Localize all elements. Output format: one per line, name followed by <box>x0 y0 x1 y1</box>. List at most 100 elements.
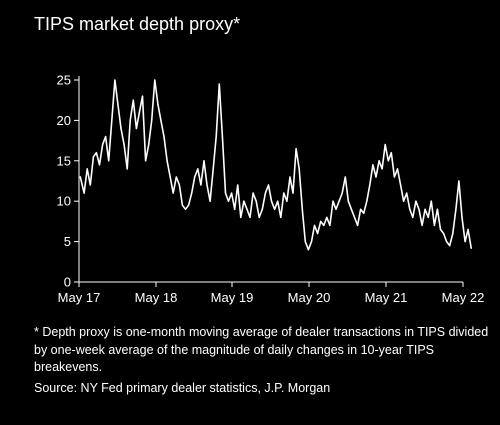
data-point <box>286 200 288 202</box>
data-point <box>335 208 337 210</box>
data-point <box>387 160 389 162</box>
data-point <box>393 176 395 178</box>
data-point <box>200 184 202 186</box>
data-point <box>310 241 313 243</box>
data-point <box>320 220 322 222</box>
data-point <box>406 192 408 194</box>
chart-title: TIPS market depth proxy* <box>34 14 241 34</box>
data-point <box>403 200 405 202</box>
y-tick-label: 5 <box>64 234 71 249</box>
data-point <box>280 216 282 218</box>
data-point <box>347 200 349 202</box>
data-point <box>301 208 303 210</box>
data-point <box>178 184 180 186</box>
data-point <box>86 168 88 170</box>
data-point <box>92 156 94 158</box>
data-point <box>430 200 432 202</box>
x-tick-label: May 22 <box>442 290 485 305</box>
data-point <box>264 192 266 194</box>
data-point <box>353 216 356 218</box>
data-point <box>470 247 472 249</box>
data-point <box>267 184 270 186</box>
data-point <box>154 79 156 81</box>
data-point <box>344 176 346 178</box>
data-point <box>188 204 190 206</box>
data-point <box>246 208 248 210</box>
data-point <box>412 216 414 218</box>
line-chart: 0 5 10 15 20 25 May 17 May 18 May 19 May 20 May 21… <box>57 73 485 306</box>
data-point <box>89 184 91 186</box>
data-point <box>172 192 174 194</box>
data-point <box>102 144 104 146</box>
data-point <box>372 164 374 166</box>
data-point <box>120 127 122 130</box>
data-point <box>375 176 377 178</box>
data-point <box>145 160 147 162</box>
data-point <box>191 192 193 194</box>
data-point <box>252 192 254 194</box>
data-point <box>384 144 386 146</box>
data-point <box>215 136 217 138</box>
data-point <box>240 216 242 218</box>
data-point <box>455 208 457 210</box>
data-point <box>313 224 316 226</box>
data-point <box>433 224 435 226</box>
data-point <box>160 119 162 121</box>
data-point <box>132 99 134 101</box>
data-point <box>138 111 140 113</box>
data-point <box>307 249 309 251</box>
data-point <box>123 144 125 146</box>
data-point <box>424 208 426 210</box>
data-point <box>338 200 340 202</box>
y-tick-label: 15 <box>57 153 71 168</box>
y-tick-label: 0 <box>64 275 71 290</box>
data-point <box>298 168 300 170</box>
data-point <box>83 192 85 194</box>
data-point <box>141 95 144 97</box>
data-point <box>390 152 392 154</box>
data-point <box>350 208 352 210</box>
data-point <box>274 208 276 210</box>
data-point <box>326 216 328 218</box>
data-point <box>396 168 399 170</box>
data-point <box>255 200 257 202</box>
footnote: * Depth proxy is one-month moving averag… <box>34 325 489 374</box>
data-point <box>98 164 101 166</box>
data-point <box>218 83 220 85</box>
data-point <box>181 204 183 206</box>
data-point <box>227 200 230 202</box>
data-point <box>243 200 245 202</box>
x-tick-label: May 21 <box>365 290 408 305</box>
data-point <box>79 176 81 178</box>
data-point <box>283 192 285 194</box>
data-point <box>212 168 214 170</box>
data-point <box>304 241 306 243</box>
data-point <box>341 192 343 194</box>
data-point <box>151 119 153 121</box>
data-point <box>249 216 251 218</box>
data-point <box>166 160 168 162</box>
data-point <box>261 208 263 210</box>
data-point <box>292 192 294 194</box>
data-point <box>360 208 362 210</box>
x-tick-label: May 17 <box>58 290 101 305</box>
data-point <box>175 176 177 178</box>
data-point <box>135 127 137 130</box>
data-point <box>427 216 429 218</box>
data-point <box>148 144 150 146</box>
source-note: Source: NY Fed primary dealer statistics… <box>34 381 331 395</box>
data-point <box>295 148 297 150</box>
data-point <box>443 232 445 235</box>
data-point <box>126 168 128 170</box>
y-tick-label: 10 <box>57 194 71 209</box>
data-point <box>105 136 107 138</box>
data-point <box>114 79 116 81</box>
data-point <box>237 184 239 186</box>
data-point <box>363 212 365 214</box>
data-point <box>464 241 466 243</box>
data-point <box>203 160 205 162</box>
data-point <box>378 160 380 162</box>
data-point <box>400 184 402 186</box>
data-point <box>329 224 331 226</box>
data-point <box>197 168 199 170</box>
